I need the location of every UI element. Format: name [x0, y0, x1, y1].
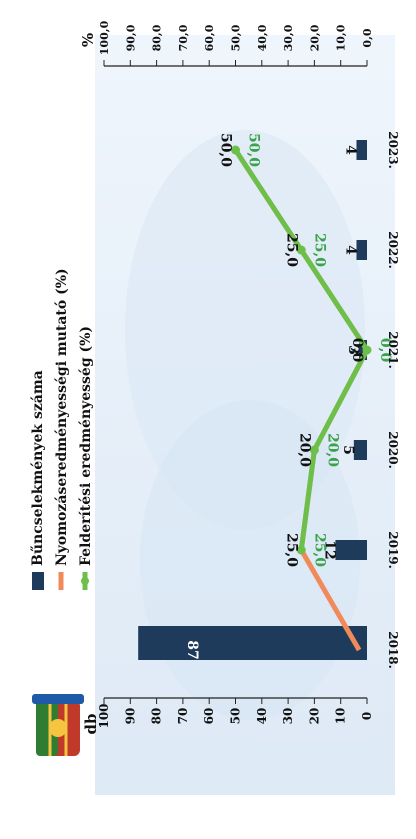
left-tick-label: 10: [334, 708, 348, 725]
category-label: 2022.: [386, 231, 400, 269]
legend-label-investigation: Nyomozáseredményességi mutató (%): [54, 268, 70, 566]
bar: [353, 440, 367, 460]
legend-entry-crimes: Bűncselekmények száma: [30, 370, 46, 590]
legend: Bűncselekmények száma Nyomozáseredményes…: [30, 268, 94, 590]
right-tick-label: 90,0: [124, 24, 137, 51]
bar-value-label: 4: [342, 145, 358, 155]
detection-point: [362, 345, 372, 355]
line-series: [231, 145, 372, 652]
detection-point: [296, 245, 306, 255]
legend-marker-detection: [81, 577, 89, 585]
bar: [356, 240, 367, 260]
category-label: 2018.: [386, 631, 400, 669]
legend-entry-investigation: Nyomozáseredményességi mutató (%): [54, 268, 70, 590]
bar-value-label: 12: [321, 540, 337, 559]
category-label: 2023.: [386, 131, 400, 169]
left-axis-unit: db: [82, 714, 100, 735]
legend-swatch-crimes: [32, 572, 44, 590]
legend-label-crimes: Bűncselekmények száma: [30, 370, 46, 566]
legend-label-detection: Felderítési eredményesség (%): [78, 326, 94, 566]
investigation-value-label: 0,0: [349, 338, 365, 363]
bar: [138, 626, 367, 660]
right-tick-label: 30,0: [282, 24, 295, 51]
right-tick-label: 100,0: [98, 20, 111, 55]
left-tick-label: 20: [307, 708, 321, 725]
investigation-value-label: 50,0: [218, 133, 234, 167]
right-tick-label: 40,0: [256, 24, 269, 51]
left-axis-ticks: 0 10 20 30 40 50 60 70 80 90 100: [97, 698, 374, 729]
investigation-value-label: 20,0: [296, 433, 312, 467]
investigation-value-label: 25,0: [283, 233, 299, 267]
category-label: 2020.: [386, 431, 400, 469]
investigation-value-label: 25,0: [283, 533, 299, 567]
detection-value-label: 25,0: [311, 533, 327, 567]
left-tick-label: 90: [123, 708, 137, 725]
left-tick-label: 70: [176, 708, 190, 725]
category-label: 2019.: [386, 531, 400, 569]
left-tick-label: 0: [360, 712, 374, 720]
bar-value-label: 4: [342, 245, 358, 255]
bar-value-label: 3: [345, 345, 361, 355]
detection-value-label: 25,0: [311, 233, 327, 267]
bar-value-labels: 87 12 5 3 4 4: [184, 145, 361, 660]
coat-of-arms-icon: [32, 694, 84, 756]
bar: [335, 540, 367, 560]
category-labels: 2018. 2019. 2020. 2021. 2022. 2023.: [386, 131, 400, 669]
detection-point: [231, 145, 240, 155]
left-tick-label: 40: [255, 708, 269, 725]
right-tick-label: 70,0: [177, 24, 190, 51]
category-label: 2021.: [386, 331, 400, 369]
detection-value-label: 20,0: [324, 433, 340, 467]
right-tick-label: 60,0: [203, 24, 216, 51]
left-tick-label: 80: [150, 708, 164, 725]
legend-entry-detection: Felderítési eredményesség (%): [78, 326, 94, 590]
bar-value-label: 87: [184, 640, 200, 659]
right-tick-label: 10,0: [335, 24, 348, 51]
right-tick-label: 0,0: [361, 28, 374, 47]
bar: [356, 140, 367, 160]
detection-point: [309, 445, 319, 455]
right-tick-label: 20,0: [308, 24, 321, 51]
detection-value-label: 50,0: [246, 133, 262, 167]
right-axis-ticks: 0,0 10,0 20,0 30,0 40,0 50,0 60,0 70,0 80,0 90,0 1…: [98, 20, 374, 66]
right-axis-unit: %: [79, 33, 97, 47]
left-tick-label: 30: [281, 708, 295, 725]
bar-value-label: 5: [340, 445, 356, 455]
right-tick-label: 50,0: [230, 24, 243, 51]
detection-point: [296, 545, 306, 555]
left-tick-label: 100: [97, 703, 111, 728]
detection-value-label: 0,0: [377, 338, 393, 363]
line-value-labels: 25,0 20,0 0,0 25,0 50,0 25,0 20,0 0,0 25,0 50,0: [218, 133, 394, 567]
left-tick-label: 60: [202, 708, 216, 725]
left-tick-label: 50: [229, 708, 243, 725]
right-tick-label: 80,0: [151, 24, 164, 51]
